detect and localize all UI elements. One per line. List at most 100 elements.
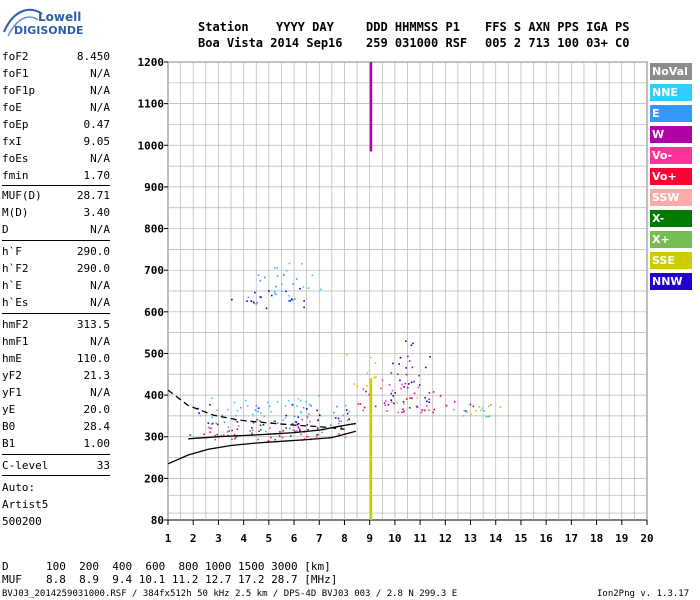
param-value: 110.0 [76,352,110,365]
scatter-point-e [288,427,291,430]
x-tick-label: 5 [266,532,273,545]
scatter-point-nne [301,263,303,265]
scatter-point-nne [252,413,254,416]
scatter-point-nnw [262,423,265,426]
scatter-point-nnw [392,362,394,365]
scatter-point-w [472,405,475,408]
param-value: N/A [90,296,110,309]
scatter-point-noval [251,429,254,431]
scatter-point-e [291,299,294,301]
scatter-point-w [423,409,426,412]
scatter-point-nnw [418,384,421,386]
scatter-point-vo- [222,434,225,436]
scatter-point-vo- [380,387,382,390]
scatter-point-sse [480,409,483,412]
y-tick-label: 600 [144,306,164,319]
scatter-point-vo- [425,405,428,407]
scatter-point-e [295,421,298,424]
scatter-point-w [374,405,377,408]
scatter-point-vo+ [279,430,281,433]
param-value: 0.47 [83,118,111,131]
scatter-point-vo- [390,401,393,403]
scatter-point-nne [307,287,310,289]
scatter-point-e [273,291,276,293]
scatter-point-vo- [300,433,303,436]
scatter-point-vo- [391,389,394,392]
param-value: 9.05 [83,135,111,148]
scatter-point-nnw [295,421,297,423]
scatter-point-nnw [297,416,300,419]
y-tick-label: 80 [151,514,164,527]
scatter-point-e [254,409,257,412]
scatter-point-w [402,408,404,411]
scatter-point-w [407,355,409,358]
scatter-point-vo- [381,379,384,382]
scatter-point-noval [307,413,310,415]
legend-entry: E [650,105,692,122]
scatter-point-e [256,301,258,304]
scatter-point-vo- [209,427,211,429]
scatter-point-vo- [297,425,299,428]
scatter-point-nne [318,395,320,397]
scatter-point-nnw [426,400,428,403]
x-tick-label: 11 [413,532,427,545]
scatter-point-nne [302,286,305,288]
scatter-point-w [299,428,301,431]
scatter-point-noval [292,429,294,431]
scatter-point-sse [346,353,348,356]
scatter-point-nnw [390,392,393,395]
scatter-point-nnw [348,418,351,420]
scatter-point-nne [235,414,238,417]
scatter-point-w [299,429,301,432]
scatter-point-nne [285,269,288,272]
x-tick-label: 14 [489,532,503,545]
param-name: MUF(D) [2,189,42,202]
scatter-point-nnw [346,412,349,415]
scatter-point-vo- [281,436,284,439]
scatter-point-nne [233,401,236,404]
scatter-point-x- [289,435,292,437]
scatter-point-x- [317,433,319,436]
scatter-point-w [274,420,276,423]
panel-divider [2,240,110,241]
scatter-point-nne [275,293,278,295]
scatter-point-vo- [257,438,260,441]
scatter-point-nnw [316,409,318,412]
scatter-point-vo- [362,409,364,412]
scatter-point-e [306,415,309,418]
scatter-point-e [276,422,279,424]
scatter-point-e [295,278,298,280]
scatter-point-nne [287,399,290,402]
scatter-point-e [292,423,295,426]
scatter-point-e [293,298,296,300]
param-name: B0 [2,420,16,433]
scatter-point-w [231,429,233,432]
scatter-point-x- [316,427,319,429]
scatter-point-sse [416,397,419,399]
footer-file-info: BVJ03_2014259031000.RSF / 384fx512h 50 k… [2,589,458,599]
scatter-point-w [359,403,362,405]
scatter-point-nne [281,290,283,292]
scatter-point-nnw [305,408,308,410]
param-name: foE [2,101,22,114]
scatter-point-sse [487,405,490,408]
scatter-point-nnw [405,367,407,369]
scatter-point-noval [315,436,318,438]
scatter-point-e [287,300,290,302]
distance-values: 100 200 400 600 800 1000 1500 3000 [km] [46,560,331,573]
curve-dashed [167,389,345,430]
scatter-point-w [363,406,366,409]
scatter-point-noval [295,429,298,432]
scatter-point-nne [305,400,308,403]
scatter-point-vo- [384,404,386,407]
scatter-point-nne [274,293,276,295]
scatter-point-vo+ [267,439,270,442]
param-name: B1 [2,437,16,450]
scatter-point-e [257,274,260,276]
scatter-point-vo- [428,409,430,411]
scatter-point-nnw [268,290,270,292]
param-value: N/A [90,279,110,292]
scatter-point-e [333,411,335,414]
scatter-point-nnw [285,414,288,417]
param-value: N/A [90,335,110,348]
